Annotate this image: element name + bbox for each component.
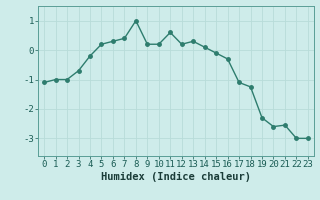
X-axis label: Humidex (Indice chaleur): Humidex (Indice chaleur): [101, 172, 251, 182]
